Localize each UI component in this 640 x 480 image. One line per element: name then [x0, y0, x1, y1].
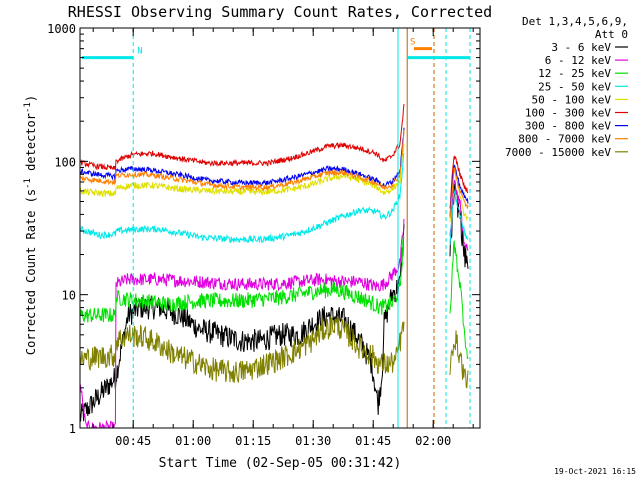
- series-line-12-25-kev: [79, 235, 405, 323]
- x-axis-label: Start Time (02-Sep-05 00:31:42): [159, 456, 402, 471]
- x-tick-label: 01:15: [235, 434, 271, 448]
- series-line-3-6-kev: [79, 224, 405, 422]
- series-line-after-100-300-kev: [449, 155, 469, 209]
- y-axis-label-part1: Corrected Count Rate (s: [24, 189, 38, 355]
- flag-label-N: N: [137, 47, 142, 57]
- series-line-after-6-12-kev: [449, 179, 469, 251]
- series-line-after-25-50-kev: [449, 190, 469, 245]
- legend-entry-100-300-kev: 100 - 300 keV: [525, 107, 611, 120]
- series-line-after-800-7000-kev: [449, 167, 469, 218]
- legend-entry-7000-15000-kev: 7000 - 15000 keV: [505, 146, 611, 159]
- series-line-after-7000-15000-kev: [449, 330, 469, 389]
- x-tick-label: 01:45: [355, 434, 391, 448]
- series-line-25-50-kev: [79, 152, 405, 244]
- x-tick-label: 02:00: [415, 434, 451, 448]
- y-tick-label: 1: [69, 422, 76, 436]
- y-axis-label-part3: ): [24, 95, 38, 102]
- x-tick-label: 01:00: [175, 434, 211, 448]
- axes-layer: 1 10 100 1000 00:45 01:00 01:15 01:30 01:45 02:00: [47, 22, 481, 448]
- y-axis-label-sup2: -1: [23, 102, 33, 113]
- y-tick-label: 10: [62, 289, 76, 303]
- markers-layer: NS: [82, 28, 471, 428]
- series-line-100-300-kev: [79, 103, 405, 171]
- legend-entry-6-12-kev: 6 - 12 keV: [545, 54, 612, 67]
- legend-entry-3-6-kev: 3 - 6 keV: [551, 41, 611, 54]
- footer-date: 19-Oct-2021 16:15: [554, 467, 636, 476]
- plot-frame: [79, 27, 481, 429]
- series-line-7000-15000-kev: [79, 315, 405, 383]
- series-line-after-12-25-kev: [449, 240, 469, 360]
- flag-label-S: S: [410, 38, 415, 48]
- legend-entry-25-50-kev: 25 - 50 keV: [538, 80, 611, 93]
- y-axis-label: Corrected Count Rate (s-1 detector-1): [23, 95, 38, 355]
- y-tick-label: 100: [54, 155, 76, 169]
- legend-entry-800-7000-kev: 800 - 7000 keV: [518, 133, 611, 146]
- y-axis-label-part2: detector: [24, 113, 38, 178]
- y-axis-label-sup1: -1: [23, 178, 33, 189]
- series-line-after-300-800-kev: [449, 164, 469, 217]
- legend-entry-300-800-kev: 300 - 800 keV: [525, 120, 611, 133]
- y-tick-label: 1000: [47, 22, 76, 36]
- series-layer: [79, 103, 469, 429]
- chart-title: RHESSI Observing Summary Count Rates, Co…: [68, 3, 492, 21]
- legend-title-line1: Det 1,3,4,5,6,9,: [522, 15, 628, 28]
- legend-entry-12-25-kev: 12 - 25 keV: [538, 67, 611, 80]
- legend-entry-50-100-kev: 50 - 100 keV: [532, 93, 612, 106]
- series-line-50-100-kev: [79, 143, 405, 198]
- x-tick-label: 00:45: [115, 434, 151, 448]
- x-tick-label: 01:30: [295, 434, 331, 448]
- series-line-800-7000-kev: [79, 129, 405, 192]
- legend-title-line2: Att 0: [595, 28, 628, 41]
- series-line-6-12-kev: [79, 218, 405, 429]
